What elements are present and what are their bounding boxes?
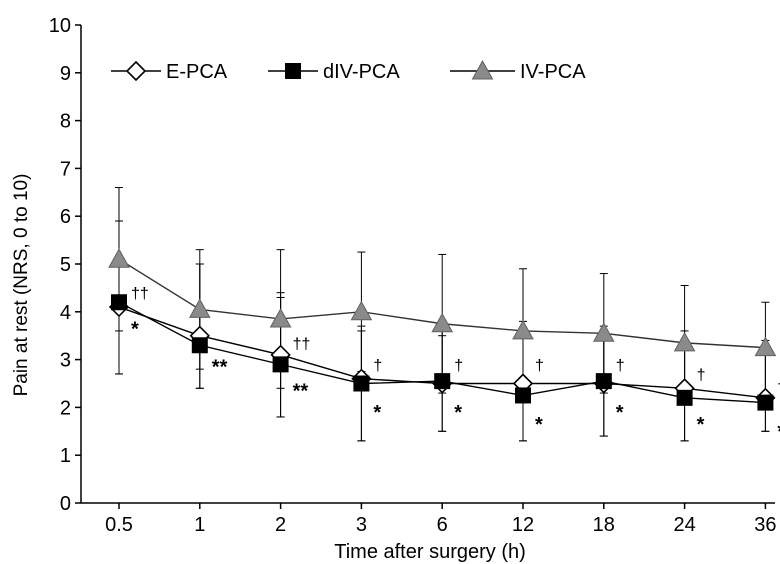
y-tick-label: 4 bbox=[60, 302, 71, 324]
x-tick-label: 12 bbox=[512, 514, 534, 536]
marker-div-pca bbox=[272, 356, 289, 373]
marker-iv-pca bbox=[673, 331, 696, 352]
y-tick-label: 6 bbox=[60, 206, 71, 228]
significance-star: ** bbox=[293, 381, 309, 403]
legend-label-e-pca: E-PCA bbox=[166, 61, 228, 83]
marker-iv-pca bbox=[471, 59, 494, 80]
marker-iv-pca bbox=[592, 322, 615, 342]
significance-dagger: †† bbox=[131, 286, 149, 303]
x-tick-label: 1 bbox=[194, 514, 205, 536]
marker-div-pca bbox=[285, 63, 301, 79]
marker-div-pca bbox=[353, 375, 370, 392]
significance-dagger: †† bbox=[293, 336, 311, 353]
y-tick-label: 8 bbox=[60, 111, 71, 133]
significance-star: * bbox=[777, 421, 780, 443]
marker-div-pca bbox=[515, 387, 531, 404]
significance-dagger: † bbox=[373, 357, 382, 374]
x-tick-label: 0.5 bbox=[105, 514, 133, 536]
marker-iv-pca bbox=[108, 248, 130, 268]
marker-div-pca bbox=[111, 294, 127, 311]
y-tick-label: 1 bbox=[60, 445, 71, 467]
marker-iv-pca bbox=[269, 307, 292, 328]
significance-star: * bbox=[697, 414, 705, 436]
annotations-layer: ††***††**†*†*†*†*†*†* bbox=[131, 286, 780, 443]
y-tick-label: 7 bbox=[60, 158, 71, 180]
legend: E-PCA dIV-PCA IV-PCA bbox=[111, 59, 586, 83]
marker-iv-pca bbox=[512, 319, 534, 340]
marker-div-pca bbox=[757, 394, 774, 411]
marker-e-pca bbox=[125, 60, 147, 82]
y-tick-label: 3 bbox=[60, 350, 71, 372]
x-tick-label: 3 bbox=[356, 514, 367, 536]
significance-star: * bbox=[616, 402, 624, 424]
marker-div-pca bbox=[676, 389, 693, 406]
marker-div-pca bbox=[595, 373, 612, 390]
x-tick-label: 6 bbox=[437, 514, 448, 536]
x-tick-label: 2 bbox=[275, 514, 286, 536]
y-tick-label: 10 bbox=[49, 15, 71, 37]
significance-dagger: † bbox=[777, 379, 780, 396]
marker-iv-pca bbox=[431, 312, 454, 333]
markers-layer bbox=[108, 248, 777, 411]
y-tick-label: 2 bbox=[60, 397, 71, 419]
legend-label-iv-pca: IV-PCA bbox=[520, 61, 586, 83]
y-tick-label: 0 bbox=[60, 493, 71, 515]
legend-label-div-pca: dIV-PCA bbox=[323, 61, 400, 83]
significance-dagger: † bbox=[697, 367, 706, 384]
significance-star: * bbox=[131, 318, 139, 340]
marker-iv-pca bbox=[188, 298, 211, 318]
x-tick-label: 24 bbox=[673, 514, 695, 536]
significance-star: * bbox=[454, 402, 462, 424]
significance-dagger: † bbox=[454, 357, 463, 374]
marker-div-pca bbox=[191, 337, 208, 354]
y-tick-label: 5 bbox=[60, 254, 71, 276]
significance-star: ** bbox=[212, 357, 228, 379]
significance-dagger: † bbox=[535, 357, 544, 374]
marker-div-pca bbox=[434, 373, 451, 390]
significance-dagger: † bbox=[616, 357, 625, 374]
significance-star: * bbox=[535, 414, 543, 436]
marker-iv-pca bbox=[754, 336, 777, 357]
marker-iv-pca bbox=[350, 300, 373, 321]
y-axis-label: Pain at rest (NRS, 0 to 10) bbox=[11, 174, 32, 397]
x-axis-label: Time after surgery (h) bbox=[334, 541, 526, 563]
y-tick-label: 9 bbox=[60, 63, 71, 85]
significance-star: * bbox=[373, 402, 381, 424]
x-tick-label: 36 bbox=[754, 514, 776, 536]
x-tick-label: 18 bbox=[593, 514, 615, 536]
